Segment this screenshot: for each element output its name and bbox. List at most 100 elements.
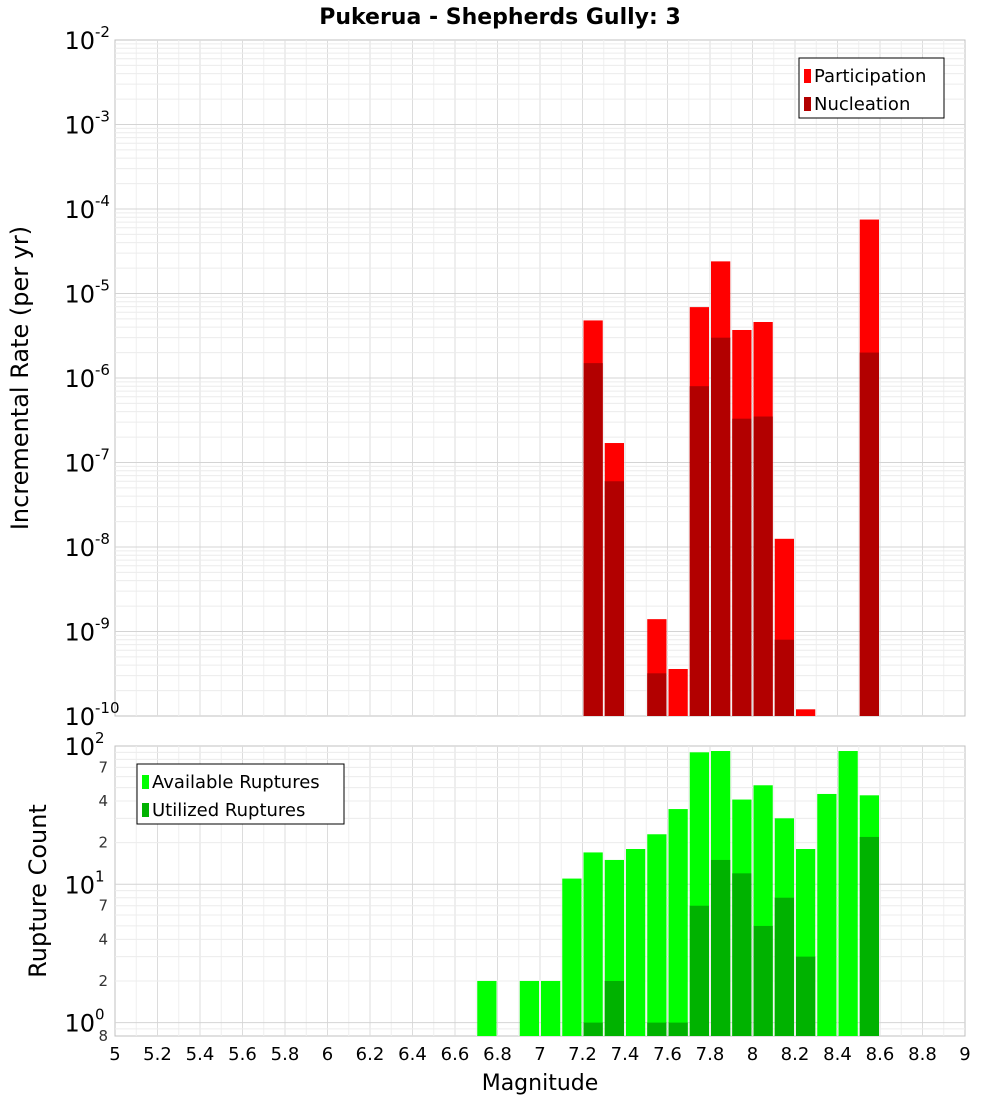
y-tick-exponent: -2	[95, 23, 110, 41]
bar-available-ruptures-6.75	[477, 980, 497, 1036]
bar-nucleation-7.35	[604, 481, 624, 716]
y-decade-tick: 10 -9	[64, 615, 110, 647]
y-tick-exponent: 2	[95, 729, 105, 747]
bar-available-ruptures-6.95	[519, 980, 539, 1036]
bar-nucleation-8.05	[753, 416, 773, 716]
bar-available-ruptures-7.15	[562, 878, 582, 1036]
y-decade-tick: 10 2	[64, 729, 104, 761]
y-tick-exponent: -8	[95, 530, 110, 548]
rate-grid	[115, 40, 965, 716]
bar-nucleation-7.95	[732, 418, 752, 716]
y-tick-base: 10	[64, 619, 95, 647]
legend-label: Nucleation	[814, 94, 910, 115]
y-tick-base: 10	[64, 534, 95, 562]
bar-utilized-ruptures-7.75	[689, 905, 709, 1036]
bar-available-ruptures-7.55	[647, 834, 667, 1036]
legend-swatch	[804, 97, 811, 111]
x-tick-label: 8.4	[823, 1044, 852, 1065]
x-tick-label: 8.6	[866, 1044, 895, 1065]
bar-nucleation-7.85	[711, 337, 731, 716]
x-tick-label: 9	[959, 1044, 970, 1065]
y-tick-exponent: -5	[95, 277, 110, 295]
legend-label: Available Ruptures	[152, 772, 320, 793]
bar-nucleation-7.55	[647, 673, 667, 716]
y-tick-exponent: -7	[95, 446, 110, 464]
x-tick-label: 6.8	[483, 1044, 512, 1065]
x-tick-label: 7.8	[696, 1044, 725, 1065]
y-minor-tick: 4	[98, 930, 108, 948]
bar-available-ruptures-8.45	[838, 751, 858, 1036]
y-minor-tick: 2	[98, 834, 108, 852]
x-tick-label: 6	[322, 1044, 333, 1065]
legend-label: Utilized Ruptures	[152, 800, 305, 821]
legend-swatch	[804, 69, 811, 83]
bar-utilized-ruptures-8.25	[796, 956, 816, 1036]
x-tick-label: 7.2	[568, 1044, 597, 1065]
y-decade-tick: 10 1	[64, 867, 104, 899]
rate-y-axis-label: Incremental Rate (per yr)	[6, 226, 34, 530]
y-decade-tick: 10 0	[64, 1006, 104, 1038]
count-y-axis-label: Rupture Count	[24, 804, 52, 978]
bar-available-ruptures-7.65	[668, 809, 688, 1036]
y-tick-exponent: -10	[95, 699, 120, 717]
bar-utilized-ruptures-7.85	[711, 859, 731, 1036]
x-tick-label: 8.8	[908, 1044, 937, 1065]
bar-utilized-ruptures-8.15	[774, 897, 794, 1036]
y-tick-base: 10	[64, 281, 95, 309]
y-minor-tick: 7	[98, 897, 108, 915]
y-tick-base: 10	[64, 733, 95, 761]
bar-nucleation-8.55	[859, 352, 879, 716]
y-decade-tick: 10 -4	[64, 192, 110, 224]
bar-available-ruptures-7.45	[626, 848, 646, 1036]
y-tick-base: 10	[64, 196, 95, 224]
bar-participation-7.65	[668, 668, 688, 716]
y-tick-exponent: 0	[95, 1006, 105, 1024]
rate-bars	[583, 219, 879, 717]
x-tick-label: 7.4	[611, 1044, 640, 1065]
y-tick-base: 10	[64, 703, 95, 731]
magnitude-x-ticks: 5 5.2 5.4 5.6 5.8 6 6.2 6.4 6.6 6.8 7 7.2 7.4 7.6 7.8 8…	[109, 1044, 970, 1065]
x-axis-label: Magnitude	[482, 1071, 599, 1096]
bar-participation-8.25	[796, 709, 816, 716]
y-decade-tick: 10 -10	[64, 699, 119, 731]
y-tick-base: 10	[64, 450, 95, 478]
bar-utilized-ruptures-7.95	[732, 873, 752, 1036]
bar-available-ruptures-7.25	[583, 852, 603, 1036]
y-decade-tick: 10 -3	[64, 108, 110, 140]
x-tick-label: 5.6	[228, 1044, 257, 1065]
y-decade-tick: 10 -5	[64, 277, 110, 309]
y-tick-base: 10	[64, 365, 95, 393]
y-decade-tick: 10 -2	[64, 23, 110, 55]
x-tick-label: 6.4	[398, 1044, 427, 1065]
x-tick-label: 5.8	[271, 1044, 300, 1065]
bar-utilized-ruptures-7.65	[668, 1022, 688, 1036]
y-tick-base: 10	[64, 1010, 95, 1038]
bar-utilized-ruptures-7.55	[647, 1022, 667, 1036]
y-tick-exponent: -3	[95, 108, 110, 126]
legend-label: Participation	[814, 66, 926, 87]
x-tick-label: 6.6	[441, 1044, 470, 1065]
bar-nucleation-8.15	[774, 639, 794, 716]
bar-nucleation-7.75	[689, 386, 709, 716]
count-legend: Available Ruptures Utilized Ruptures	[136, 763, 345, 825]
y-tick-exponent: 1	[95, 867, 105, 885]
y-tick-exponent: -6	[95, 361, 110, 379]
y-minor-tick: 7	[98, 758, 108, 776]
x-tick-label: 5	[109, 1044, 120, 1065]
y-minor-tick: 8	[98, 1027, 108, 1045]
legend-swatch	[142, 775, 149, 789]
bar-utilized-ruptures-7.35	[604, 980, 624, 1036]
y-minor-tick: 2	[98, 972, 108, 990]
bar-nucleation-7.25	[583, 363, 603, 716]
bar-utilized-ruptures-8.05	[753, 925, 773, 1036]
x-tick-label: 8	[747, 1044, 758, 1065]
chart-title: Pukerua - Shepherds Gully: 3	[319, 5, 681, 30]
bar-utilized-ruptures-7.25	[583, 1022, 603, 1036]
bar-utilized-ruptures-8.55	[859, 836, 879, 1036]
x-tick-label: 7	[534, 1044, 545, 1065]
legend-box	[798, 57, 945, 119]
